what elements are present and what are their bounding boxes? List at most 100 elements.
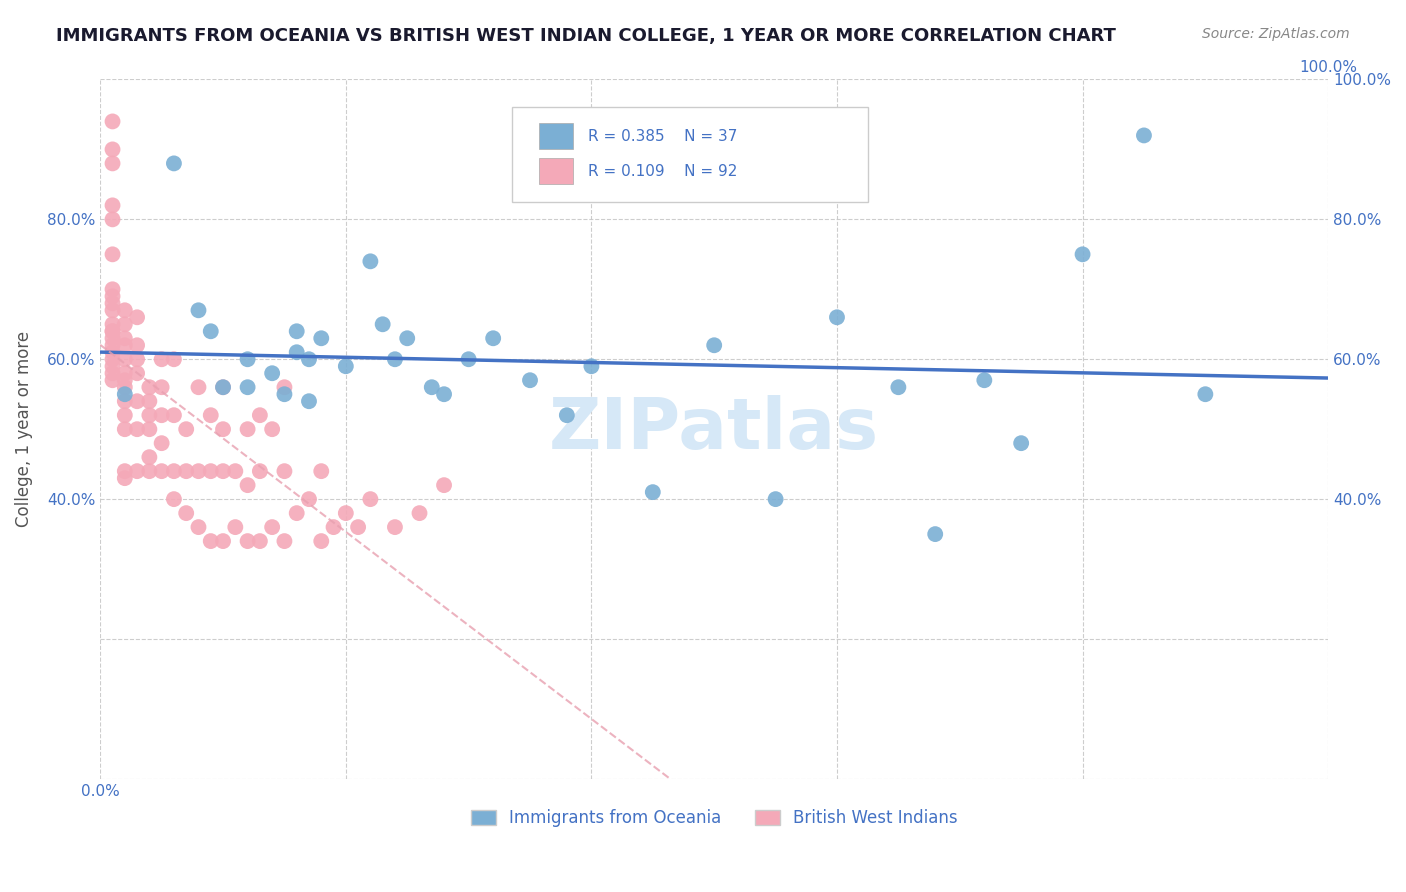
Point (150, 464, 173, 478)
Point (1194, 387, 1216, 401)
Point (249, 408, 271, 422)
Point (236, 352, 259, 367)
Point (825, 310, 848, 325)
Point (200, 464, 222, 478)
Point (457, 352, 479, 367)
Point (101, 247, 124, 261)
Point (555, 408, 578, 422)
Point (249, 534, 271, 549)
Point (433, 478, 456, 492)
FancyBboxPatch shape (538, 123, 574, 149)
Point (101, 331, 124, 345)
Point (285, 345, 308, 359)
Point (236, 534, 259, 549)
Point (482, 331, 505, 345)
Point (114, 464, 136, 478)
Point (114, 331, 136, 345)
Point (212, 380, 235, 394)
Point (924, 527, 946, 541)
Point (273, 464, 295, 478)
Point (322, 520, 344, 534)
Point (101, 318, 124, 332)
Point (114, 380, 136, 394)
Point (101, 373, 124, 387)
Point (200, 324, 222, 338)
Point (138, 408, 160, 422)
Point (224, 464, 246, 478)
Point (114, 318, 136, 332)
Point (335, 506, 357, 520)
Point (101, 282, 124, 296)
Text: R = 0.385    N = 37: R = 0.385 N = 37 (588, 128, 737, 144)
Point (101, 303, 124, 318)
Point (262, 366, 284, 380)
Point (163, 464, 186, 478)
Point (127, 310, 149, 325)
Point (335, 359, 357, 374)
Point (150, 352, 173, 367)
Point (101, 366, 124, 380)
Point (138, 450, 160, 465)
Point (200, 534, 222, 549)
Point (101, 142, 124, 156)
Point (101, 324, 124, 338)
Point (273, 380, 295, 394)
Point (101, 345, 124, 359)
Point (138, 394, 160, 409)
Point (127, 394, 149, 409)
Point (581, 359, 603, 374)
Point (163, 156, 186, 170)
Text: Source: ZipAtlas.com: Source: ZipAtlas.com (1202, 27, 1350, 41)
Point (163, 352, 186, 367)
Point (101, 114, 124, 128)
Point (101, 359, 124, 374)
Point (114, 366, 136, 380)
Point (887, 380, 910, 394)
Point (127, 464, 149, 478)
Point (138, 422, 160, 436)
Point (174, 506, 197, 520)
Point (396, 331, 419, 345)
Point (298, 492, 321, 507)
Point (309, 331, 332, 345)
Point (1133, 128, 1156, 143)
Point (765, 492, 787, 507)
Point (347, 520, 370, 534)
Point (420, 380, 443, 394)
Point (150, 380, 173, 394)
Point (101, 156, 124, 170)
Point (212, 380, 235, 394)
Point (127, 338, 149, 352)
Point (212, 464, 235, 478)
Point (187, 520, 209, 534)
Point (101, 338, 124, 352)
Point (285, 324, 308, 338)
Point (127, 366, 149, 380)
Point (384, 520, 406, 534)
Point (519, 373, 541, 387)
Point (236, 478, 259, 492)
Point (236, 380, 259, 394)
Point (114, 373, 136, 387)
Point (309, 534, 332, 549)
Point (114, 394, 136, 409)
Point (114, 471, 136, 485)
Point (187, 380, 209, 394)
Point (236, 422, 259, 436)
Point (371, 318, 394, 332)
Legend: Immigrants from Oceania, British West Indians: Immigrants from Oceania, British West In… (464, 802, 965, 833)
Point (150, 408, 173, 422)
Point (101, 296, 124, 310)
Point (200, 408, 222, 422)
Point (163, 408, 186, 422)
Point (114, 422, 136, 436)
Point (285, 506, 308, 520)
Point (138, 464, 160, 478)
Point (114, 338, 136, 352)
Point (224, 520, 246, 534)
Text: IMMIGRANTS FROM OCEANIA VS BRITISH WEST INDIAN COLLEGE, 1 YEAR OR MORE CORRELATI: IMMIGRANTS FROM OCEANIA VS BRITISH WEST … (56, 27, 1116, 45)
Point (298, 394, 321, 409)
Point (359, 254, 381, 268)
Point (262, 422, 284, 436)
Point (249, 464, 271, 478)
